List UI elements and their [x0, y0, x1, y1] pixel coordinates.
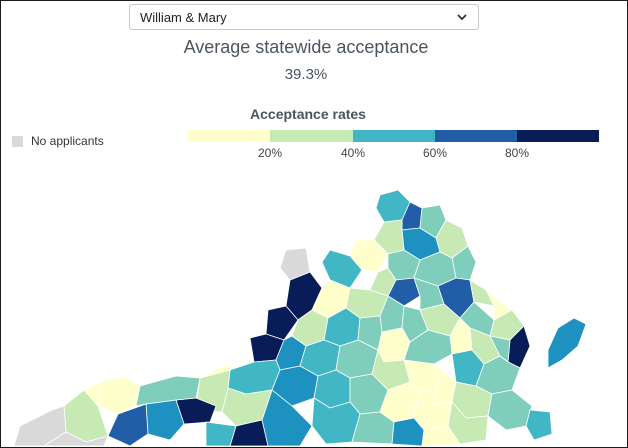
- county-region[interactable]: [265, 305, 299, 341]
- chevron-down-icon: [457, 14, 467, 21]
- county-region[interactable]: [199, 363, 235, 379]
- stat-title: Average statewide acceptance: [183, 37, 429, 57]
- county-region[interactable]: [547, 317, 587, 369]
- virginia-county-map[interactable]: [0, 150, 626, 446]
- stat-value: 39.3%: [284, 66, 328, 83]
- county-region[interactable]: [205, 421, 237, 446]
- no-applicants-label: No applicants: [31, 134, 104, 148]
- county-region[interactable]: [525, 409, 553, 441]
- school-select-value: William & Mary: [140, 10, 227, 25]
- legend-title: Acceptance rates: [250, 106, 366, 122]
- school-select[interactable]: William & Mary: [129, 4, 479, 30]
- county-region[interactable]: [43, 431, 109, 446]
- legend-bin-2: [353, 130, 435, 142]
- county-region[interactable]: [135, 375, 201, 407]
- county-region[interactable]: [421, 425, 461, 446]
- county-region[interactable]: [279, 247, 311, 281]
- legend-tick-label: 60%: [422, 146, 448, 160]
- county-region[interactable]: [83, 381, 101, 407]
- legend-tick-label: 20%: [257, 146, 283, 160]
- legend-bin-3: [435, 130, 517, 142]
- county-region[interactable]: [387, 277, 421, 307]
- legend-tick-label: 80%: [504, 146, 530, 160]
- county-region[interactable]: [107, 403, 149, 446]
- legend-bin-4: [517, 130, 599, 142]
- no-applicants-swatch: [12, 136, 23, 147]
- legend-bin-1: [270, 130, 353, 142]
- legend-tick-label: 40%: [340, 146, 366, 160]
- legend-color-ramp: [188, 130, 599, 142]
- legend-bin-0: [188, 130, 270, 142]
- county-region[interactable]: [145, 399, 185, 441]
- county-region[interactable]: [487, 389, 533, 431]
